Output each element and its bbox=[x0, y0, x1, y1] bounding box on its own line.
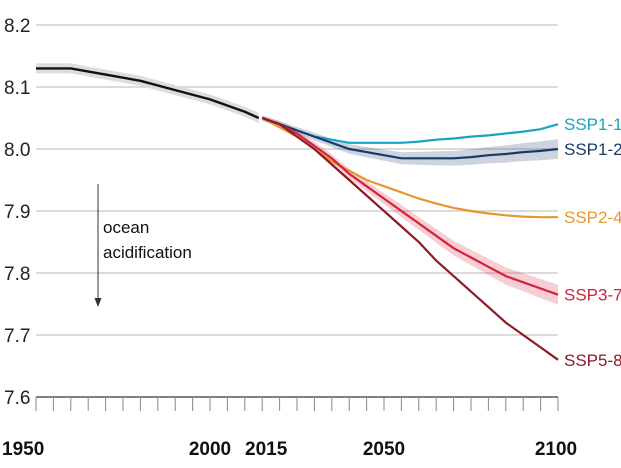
historical-line bbox=[36, 67, 260, 120]
line-ssp3-70 bbox=[261, 116, 559, 296]
x-axis bbox=[35, 396, 559, 411]
y-tick-label: 7.8 bbox=[4, 264, 30, 285]
historical-band bbox=[36, 63, 259, 123]
y-tick-label: 7.9 bbox=[4, 202, 30, 223]
series-label-ssp3-70: SSP3-7.0 bbox=[564, 286, 621, 305]
series-label-ssp1-19: SSP1-1.9 bbox=[564, 115, 621, 134]
x-tick-label: 2050 bbox=[363, 439, 405, 460]
x-tick-label: 2015 bbox=[245, 439, 288, 460]
annotation-text: acidification bbox=[103, 243, 192, 262]
line-ssp5-85 bbox=[261, 116, 559, 361]
x-tick-label: 2000 bbox=[189, 439, 231, 460]
line-ssp1-26 bbox=[261, 116, 559, 160]
series-labels: SSP1-1.9 SSP1-2.6 SSP2-4.5 SSP3-7.0 SSP5-8.5 bbox=[564, 115, 621, 370]
band-ssp1-26 bbox=[262, 115, 558, 166]
uncertainty-bands bbox=[36, 63, 558, 305]
x-tick-labels: 1950 2000 2015 2050 2100 bbox=[2, 439, 577, 460]
x-tick-label: 2100 bbox=[535, 439, 577, 460]
y-tick-label: 7.6 bbox=[4, 388, 30, 409]
y-tick-labels: 8.2 8.1 8.0 7.9 7.8 7.7 7.6 bbox=[4, 16, 30, 409]
y-tick-label: 8.0 bbox=[4, 140, 30, 161]
series-label-ssp1-26: SSP1-2.6 bbox=[564, 140, 621, 159]
series-label-ssp5-85: SSP5-8.5 bbox=[564, 351, 621, 370]
annotation: ocean acidification bbox=[94, 184, 192, 307]
series-label-ssp2-45: SSP2-4.5 bbox=[564, 208, 621, 227]
y-tick-label: 8.2 bbox=[4, 16, 30, 37]
y-tick-label: 8.1 bbox=[4, 78, 30, 99]
down-arrow-icon bbox=[94, 298, 102, 307]
annotation-text: ocean bbox=[103, 218, 149, 237]
y-tick-label: 7.7 bbox=[4, 326, 30, 347]
series-lines bbox=[36, 67, 559, 361]
x-tick-label: 1950 bbox=[2, 439, 44, 460]
